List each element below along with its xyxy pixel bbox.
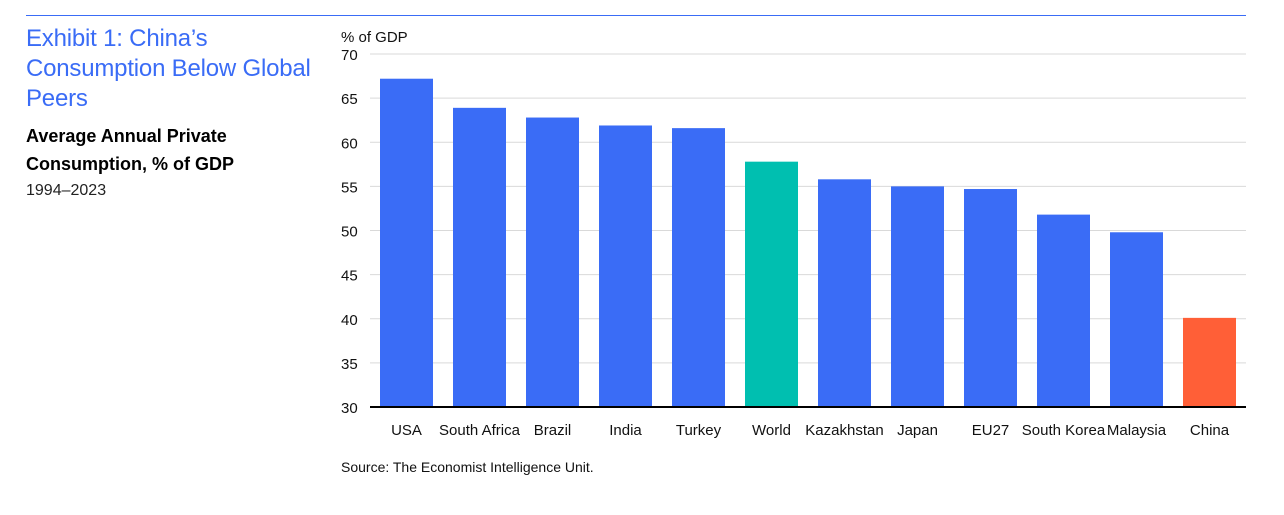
y-tick-label: 40 <box>341 312 358 329</box>
y-tick-label: 70 <box>341 47 358 64</box>
y-tick-labels: 30 35 40 45 50 55 60 65 70 <box>341 47 358 417</box>
x-tick-label: Kazakhstan <box>805 422 883 439</box>
bar-south-korea <box>1037 214 1090 407</box>
y-axis-label: % of GDP <box>341 29 408 46</box>
y-tick-label: 50 <box>341 224 358 241</box>
x-tick-label: China <box>1190 422 1230 439</box>
period-label: 1994–2023 <box>26 182 107 199</box>
y-tick-label: 30 <box>341 400 358 417</box>
title-panel: Exhibit 1: China’s Consumption Below Glo… <box>26 24 316 202</box>
bar-japan <box>891 186 944 407</box>
x-tick-label: World <box>752 422 791 439</box>
bar-kazakhstan <box>818 179 871 407</box>
x-tick-label: India <box>609 422 642 439</box>
source-note: Source: The Economist Intelligence Unit. <box>341 459 594 475</box>
bar-malaysia <box>1110 232 1163 407</box>
x-tick-label: South Korea <box>1022 422 1106 439</box>
x-tick-label: Brazil <box>534 422 572 439</box>
y-tick-label: 35 <box>341 356 358 373</box>
y-tick-label: 45 <box>341 268 358 285</box>
y-tick-label: 65 <box>341 91 358 108</box>
x-tick-labels: USA South Africa Brazil India Turkey World Kaz… <box>391 422 1230 439</box>
y-tick-label: 60 <box>341 135 358 152</box>
top-rule <box>26 15 1246 16</box>
x-tick-label: South Africa <box>439 422 521 439</box>
x-tick-label: Japan <box>897 422 938 439</box>
gridlines <box>370 53 1246 364</box>
x-tick-label: USA <box>391 422 422 439</box>
exhibit-title: Exhibit 1: China’s Consumption Below Glo… <box>26 25 311 112</box>
bar-eu27 <box>964 189 1017 407</box>
bar-world <box>745 161 798 407</box>
x-tick-label: EU27 <box>972 422 1010 439</box>
x-tick-label: Turkey <box>676 422 722 439</box>
x-tick-label: Malaysia <box>1107 422 1167 439</box>
bars <box>380 78 1236 408</box>
bar-china <box>1183 317 1236 407</box>
chart-subtitle: Average Annual Private Consumption, % of… <box>26 126 234 174</box>
bar-india <box>599 125 652 408</box>
bar-usa <box>380 78 433 408</box>
bar-turkey <box>672 128 725 407</box>
bar-brazil <box>526 117 579 407</box>
y-tick-label: 55 <box>341 179 358 196</box>
bar-south-africa <box>453 107 506 408</box>
